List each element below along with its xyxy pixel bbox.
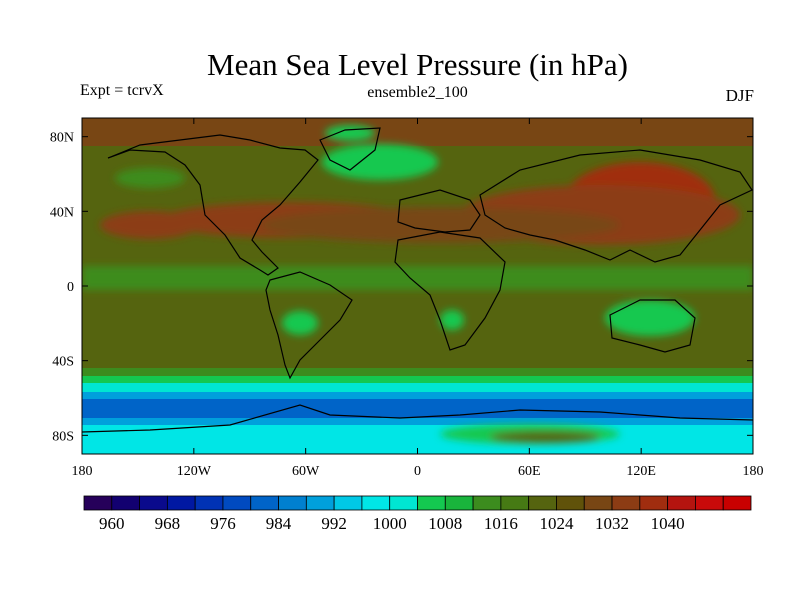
coast-australia [609, 299, 696, 353]
ensemble-label: ensemble2_100 [367, 84, 468, 101]
lat-tick-label: 80S [52, 429, 74, 444]
lat-tick-label: 0 [67, 280, 74, 295]
colorbar-swatch [389, 495, 418, 511]
lon-tick-label: 60E [518, 464, 541, 479]
colorbar-swatch [222, 495, 252, 511]
field-australia-low [605, 300, 695, 336]
lat-tick-label: 40S [52, 355, 74, 370]
colorbar-swatch [556, 495, 585, 511]
colorbar-label: 1000 [373, 514, 407, 533]
colorbar-label: 1040 [651, 514, 685, 533]
colorbar-swatch [83, 495, 113, 511]
lon-tick-label: 60W [292, 464, 320, 479]
colorbar-swatch [333, 495, 363, 511]
colorbar-swatch [111, 495, 140, 511]
colorbar-swatch [166, 495, 196, 511]
colorbar-label: 1016 [484, 514, 518, 533]
field-band-988b [82, 418, 753, 426]
lat-tick-label: 80N [50, 131, 74, 146]
field-band-1012 [82, 368, 753, 378]
coastlines [82, 127, 753, 433]
season-label: DJF [725, 86, 754, 105]
coast-europe [397, 189, 481, 233]
colorbar-swatch [361, 495, 391, 511]
field-south-america-low [282, 311, 318, 335]
field-subtropical-ridge [260, 207, 620, 243]
colorbar-label: 968 [155, 514, 181, 533]
longitude-axis: 180 120W 60W 0 60E 120E 180 [72, 118, 764, 479]
colorbar-label: 960 [99, 514, 125, 533]
lon-tick-label: 180 [72, 464, 93, 479]
experiment-label: Expt = tcrvX [80, 82, 164, 99]
coast-greenland [319, 127, 381, 171]
colorbar: 960 968 976 984 992 1000 1008 1016 1024 1032 1040 [83, 495, 752, 533]
lon-tick-label: 180 [743, 464, 764, 479]
colorbar-swatch [722, 495, 752, 511]
colorbar-swatch [611, 495, 641, 511]
lon-tick-label: 120W [177, 464, 212, 479]
field-south-midlat [82, 340, 753, 370]
field-equatorial-trough [82, 266, 753, 290]
colorbar-swatch [139, 495, 168, 511]
field-arctic-low [325, 125, 375, 141]
lon-tick-label: 0 [414, 464, 421, 479]
colorbar-swatch [667, 495, 696, 511]
coast-antarctica [82, 404, 753, 433]
coast-south-america [265, 271, 353, 380]
colorbar-swatch [583, 495, 613, 511]
field-band-980 [82, 399, 753, 419]
colorbar-label: 992 [321, 514, 347, 533]
pressure-field [82, 118, 753, 454]
field-band-1004 [82, 376, 753, 384]
colorbar-swatch [417, 495, 446, 511]
field-africa-low [440, 310, 464, 330]
colorbar-label: 984 [266, 514, 292, 533]
colorbar-swatch [695, 495, 724, 511]
coast-africa [394, 231, 506, 351]
colorbar-swatch [528, 495, 557, 511]
map-title: Mean Sea Level Pressure (in hPa) [207, 47, 628, 82]
field-pacific-high [100, 211, 200, 239]
lat-tick-label: 40N [50, 205, 74, 220]
field-band-988 [82, 392, 753, 400]
colorbar-swatch [500, 495, 530, 511]
colorbar-label: 1008 [428, 514, 462, 533]
field-aleutian-low [115, 168, 185, 188]
latitude-axis: 80N 40N 0 40S 80S [50, 131, 753, 444]
lon-tick-label: 120E [626, 464, 656, 479]
field-icelandic-low [322, 144, 438, 180]
colorbar-label: 976 [210, 514, 236, 533]
coast-asia [479, 149, 753, 263]
colorbar-swatch [194, 495, 224, 511]
colorbar-swatch [250, 495, 279, 511]
colorbar-swatch [305, 495, 335, 511]
colorbar-label: 1024 [539, 514, 574, 533]
colorbar-swatch [472, 495, 502, 511]
field-antarctic-high [490, 431, 600, 443]
field-band-996 [82, 383, 753, 393]
colorbar-swatch [278, 495, 307, 511]
colorbar-swatch [444, 495, 474, 511]
colorbar-label: 1032 [595, 514, 629, 533]
colorbar-swatch [639, 495, 669, 511]
coast-north-america [107, 134, 319, 276]
